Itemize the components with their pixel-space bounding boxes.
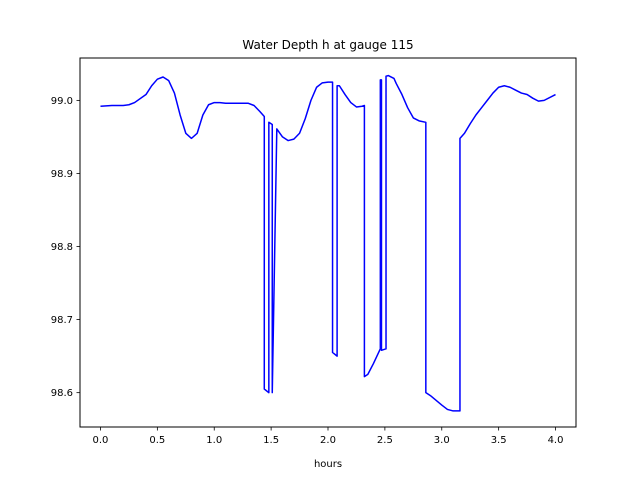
series-line-0 [100, 74, 556, 412]
plot-area [100, 74, 556, 412]
y-axis-ticks: 98.6 98.7 98.8 98.9 99.0 [51, 96, 80, 399]
chart-title: Water Depth h at gauge 115 [242, 38, 413, 52]
y-tick-label: 98.9 [51, 169, 73, 180]
x-tick-label: 1.5 [263, 435, 279, 446]
x-tick-label: 2.0 [320, 435, 336, 446]
y-tick-label: 98.6 [51, 388, 73, 399]
x-tick-label: 0.5 [149, 435, 165, 446]
x-tick-label: 4.0 [548, 435, 564, 446]
x-tick-label: 0.0 [93, 435, 109, 446]
x-tick-label: 3.0 [434, 435, 450, 446]
x-axis-ticks: 0.0 0.5 1.0 1.5 2.0 2.5 3.0 3.5 4.0 [93, 427, 564, 446]
x-tick-label: 1.0 [206, 435, 222, 446]
y-tick-label: 98.8 [51, 242, 73, 253]
plot-frame [79, 57, 577, 428]
y-tick-label: 98.7 [51, 315, 73, 326]
x-tick-label: 2.5 [377, 435, 393, 446]
x-axis-label: hours [314, 459, 342, 470]
x-tick-label: 3.5 [491, 435, 507, 446]
y-tick-label: 99.0 [51, 96, 73, 107]
